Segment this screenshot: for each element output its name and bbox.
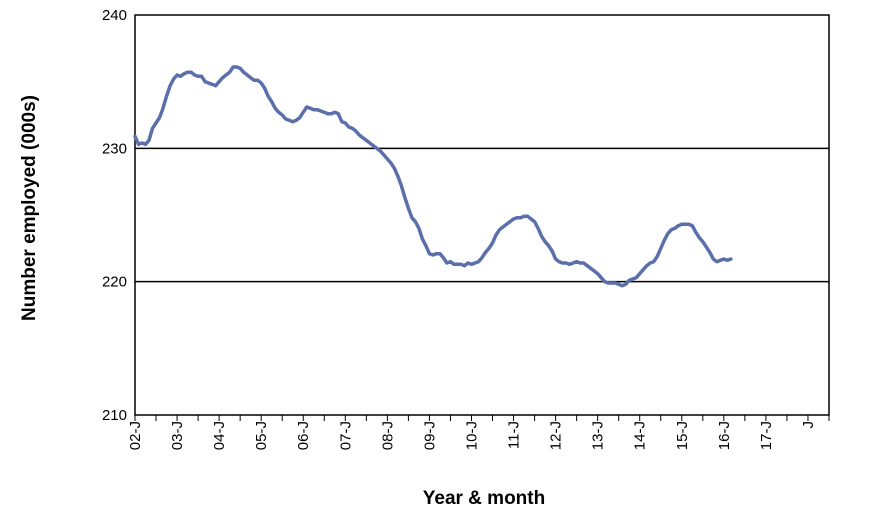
x-tick-label: 07-J — [337, 421, 354, 450]
x-tick-label: 13-J — [590, 421, 607, 450]
y-axis-title: Number employed (000s) — [19, 95, 40, 321]
x-tick-label: 12-J — [548, 421, 565, 450]
y-axis-ticks: 210 220 230 240 — [102, 7, 127, 424]
x-tick-label: 04-J — [211, 421, 228, 450]
x-tick-label: 11-J — [506, 421, 523, 449]
x-tick-label: 16-J — [716, 421, 733, 450]
y-tick-label: 210 — [102, 407, 127, 424]
gridlines — [135, 147, 829, 283]
x-axis-title: Year & month — [423, 488, 545, 509]
series-line-employment — [133, 65, 733, 288]
x-tick-label: J — [800, 421, 817, 429]
y-tick-label: 230 — [102, 140, 127, 157]
x-tick-label: 03-J — [169, 421, 186, 450]
y-tick-label: 220 — [102, 274, 127, 291]
x-tick-label: 05-J — [253, 421, 270, 450]
x-tick-label: 14-J — [632, 421, 649, 450]
x-tick-label: 06-J — [295, 421, 312, 450]
plot-area-frame — [134, 14, 830, 416]
x-tick-label: 15-J — [674, 421, 691, 450]
y-tick-label: 240 — [102, 7, 127, 24]
x-tick-label: 02-J — [127, 421, 144, 450]
x-tick-label: 10-J — [463, 421, 480, 450]
x-tick-label: 09-J — [421, 421, 438, 450]
x-axis-ticks: 02-J 03-J 04-J 05-J 06-J 07-J 08-J 09-J 10-J 11-J… — [127, 415, 830, 450]
x-tick-label: 17-J — [758, 421, 775, 450]
x-tick-label: 08-J — [379, 421, 396, 450]
